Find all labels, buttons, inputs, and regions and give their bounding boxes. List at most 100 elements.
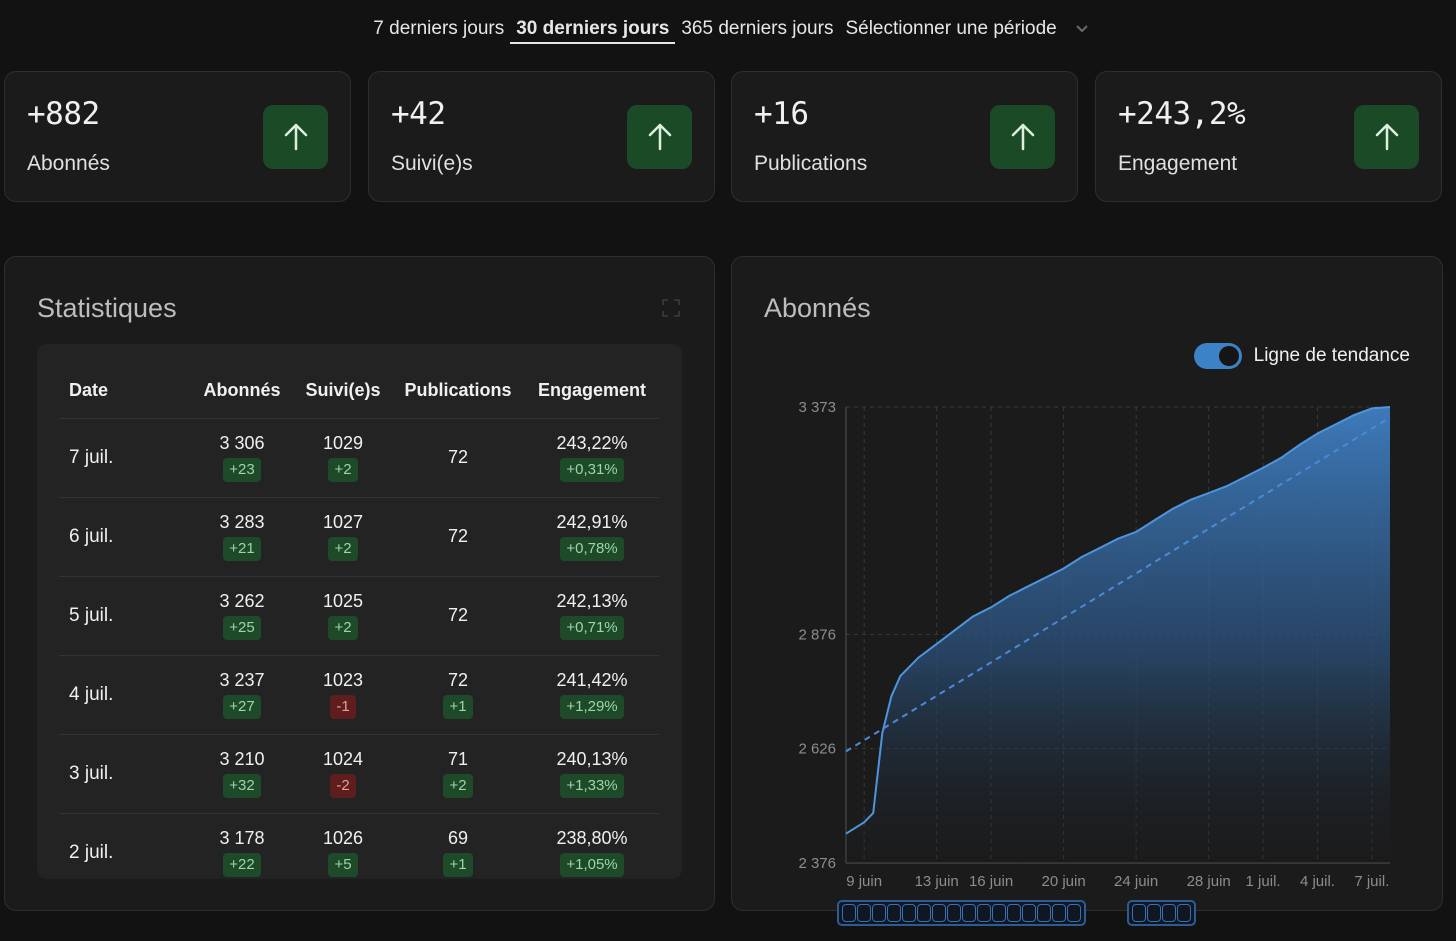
cell-date: 3 juil. <box>59 733 189 813</box>
cell-subscribers-value: 3 237 <box>219 670 265 690</box>
card-subscribers: +882 Abonnés <box>4 71 351 202</box>
cell-engagement-delta-badge: +0,71% <box>560 616 624 640</box>
tab-30-days[interactable]: 30 derniers jours <box>510 14 676 44</box>
cell-following-value: 1024 <box>322 749 364 769</box>
card-value: +42 <box>391 96 446 132</box>
col-header-date[interactable]: Date <box>69 380 109 401</box>
range-handle-group[interactable] <box>837 900 1086 926</box>
cell-subscribers: 3 210 +32 <box>189 733 295 813</box>
toggle-knob <box>1218 346 1239 366</box>
cell-following-delta-badge: +2 <box>328 458 358 482</box>
cell-following-value: 1029 <box>322 433 364 453</box>
arrow-up-icon <box>263 105 328 169</box>
range-chip[interactable] <box>1022 904 1036 922</box>
range-handle-group[interactable] <box>1127 900 1196 926</box>
range-chip[interactable] <box>857 904 871 922</box>
range-chip[interactable] <box>1052 904 1066 922</box>
cell-subscribers-value: 3 178 <box>219 828 265 849</box>
card-value: +243,2% <box>1118 96 1246 132</box>
x-tick-label: 1 juil. <box>1246 873 1281 890</box>
card-value: +16 <box>754 96 809 132</box>
cell-engagement-delta-badge: +0,31% <box>560 458 624 482</box>
range-chip[interactable] <box>1067 904 1081 922</box>
stats-table: Date Abonnés Suivi(e)s Publications Enga… <box>59 344 659 879</box>
cell-following-delta-badge: +5 <box>328 853 358 878</box>
arrow-up-icon <box>990 105 1055 169</box>
range-chip[interactable] <box>947 904 961 922</box>
cell-posts-delta-badge: +2 <box>443 774 473 798</box>
range-chip[interactable] <box>1177 904 1191 922</box>
col-header-posts[interactable]: Publications <box>404 380 512 401</box>
range-chip[interactable] <box>1132 904 1146 922</box>
cell-subscribers: 3 306 +23 <box>189 417 295 497</box>
range-chip[interactable] <box>1147 904 1161 922</box>
table-row: 2 juil. 3 178 +22 1026 +5 69 +1 238,80% +1,05% <box>59 812 659 879</box>
trendline-toggle-row: Ligne de tendance <box>1193 343 1410 369</box>
chevron-down-icon[interactable] <box>1075 21 1089 37</box>
range-chip[interactable] <box>887 904 901 922</box>
y-tick-label: 2 626 <box>798 741 836 758</box>
cell-engagement: 240,13% +1,33% <box>525 733 659 813</box>
cell-posts-value: 72 <box>447 447 469 467</box>
range-chip[interactable] <box>962 904 976 922</box>
range-chip[interactable] <box>872 904 886 922</box>
card-label: Suivi(e)s <box>391 152 473 175</box>
cell-subscribers-delta-badge: +27 <box>223 695 261 719</box>
cell-engagement-value: 240,13% <box>556 749 628 769</box>
cell-following-delta-badge: +2 <box>328 616 358 640</box>
trendline-toggle-label: Ligne de tendance <box>1253 345 1410 366</box>
range-chip[interactable] <box>977 904 991 922</box>
table-row: 6 juil. 3 283 +21 1027 +2 72 242,91% +0,78% <box>59 496 659 576</box>
cell-following: 1024 -2 <box>295 733 391 813</box>
expand-icon[interactable] <box>662 299 680 322</box>
range-chip[interactable] <box>1007 904 1021 922</box>
range-chip[interactable] <box>1162 904 1176 922</box>
panel-title: Abonnés <box>764 293 871 323</box>
cell-subscribers: 3 178 +22 <box>189 812 295 879</box>
cell-date: 6 juil. <box>59 496 189 576</box>
cell-date: 4 juil. <box>59 654 189 734</box>
cell-posts-value: 72 <box>447 670 469 690</box>
cell-posts: 72 <box>391 496 525 576</box>
panel-title: Statistiques <box>37 293 177 323</box>
col-header-engagement[interactable]: Engagement <box>537 380 647 401</box>
cell-posts-value: 72 <box>447 526 469 546</box>
cell-posts: 71 +2 <box>391 733 525 813</box>
cell-following-value: 1026 <box>322 828 364 849</box>
custom-period-select[interactable]: Sélectionner une période <box>845 18 1057 39</box>
cell-following-value: 1025 <box>322 591 364 611</box>
tab-7-days[interactable]: 7 derniers jours <box>373 18 505 39</box>
trendline-toggle[interactable] <box>1193 343 1242 369</box>
cell-engagement-value: 243,22% <box>556 433 628 453</box>
cell-engagement-delta-badge: +1,05% <box>560 853 624 878</box>
cell-engagement: 238,80% +1,05% <box>525 812 659 879</box>
cell-subscribers-delta-badge: +25 <box>223 616 261 640</box>
cell-subscribers-value: 3 210 <box>219 749 265 769</box>
range-chip[interactable] <box>917 904 931 922</box>
card-posts: +16 Publications <box>731 71 1078 202</box>
cell-posts: 72 <box>391 417 525 497</box>
subscribers-chart-panel: Abonnés Ligne de tendance 3 373 2 876 2 62… <box>731 256 1443 911</box>
cell-engagement-value: 241,42% <box>556 670 628 690</box>
subscribers-chart: 3 373 2 876 2 626 2 376 9 juin 13 juin 16 juin… <box>798 399 1391 890</box>
range-chip[interactable] <box>902 904 916 922</box>
stats-table-container[interactable]: Date Abonnés Suivi(e)s Publications Enga… <box>37 344 682 879</box>
card-label: Publications <box>754 152 868 175</box>
col-header-subscribers[interactable]: Abonnés <box>203 380 281 401</box>
range-chip[interactable] <box>842 904 856 922</box>
cell-date: 7 juil. <box>59 417 189 497</box>
range-chip[interactable] <box>992 904 1006 922</box>
x-tick-label: 4 juil. <box>1300 873 1335 890</box>
cell-subscribers-value: 3 283 <box>219 512 265 532</box>
tab-365-days[interactable]: 365 derniers jours <box>681 18 834 39</box>
cell-engagement-delta-badge: +0,78% <box>560 537 624 561</box>
col-header-following[interactable]: Suivi(e)s <box>305 380 381 401</box>
table-row: 3 juil. 3 210 +32 1024 -2 71 +2 240,13% +1,33% <box>59 733 659 813</box>
cell-posts: 72 +1 <box>391 654 525 734</box>
chart-range-slider[interactable] <box>837 900 1086 926</box>
period-selector: 7 derniers jours 30 derniers jours 365 d… <box>0 14 1456 44</box>
range-chip[interactable] <box>932 904 946 922</box>
cell-subscribers: 3 237 +27 <box>189 654 295 734</box>
range-chip[interactable] <box>1037 904 1051 922</box>
chart-range-slider-end[interactable] <box>1127 900 1196 926</box>
